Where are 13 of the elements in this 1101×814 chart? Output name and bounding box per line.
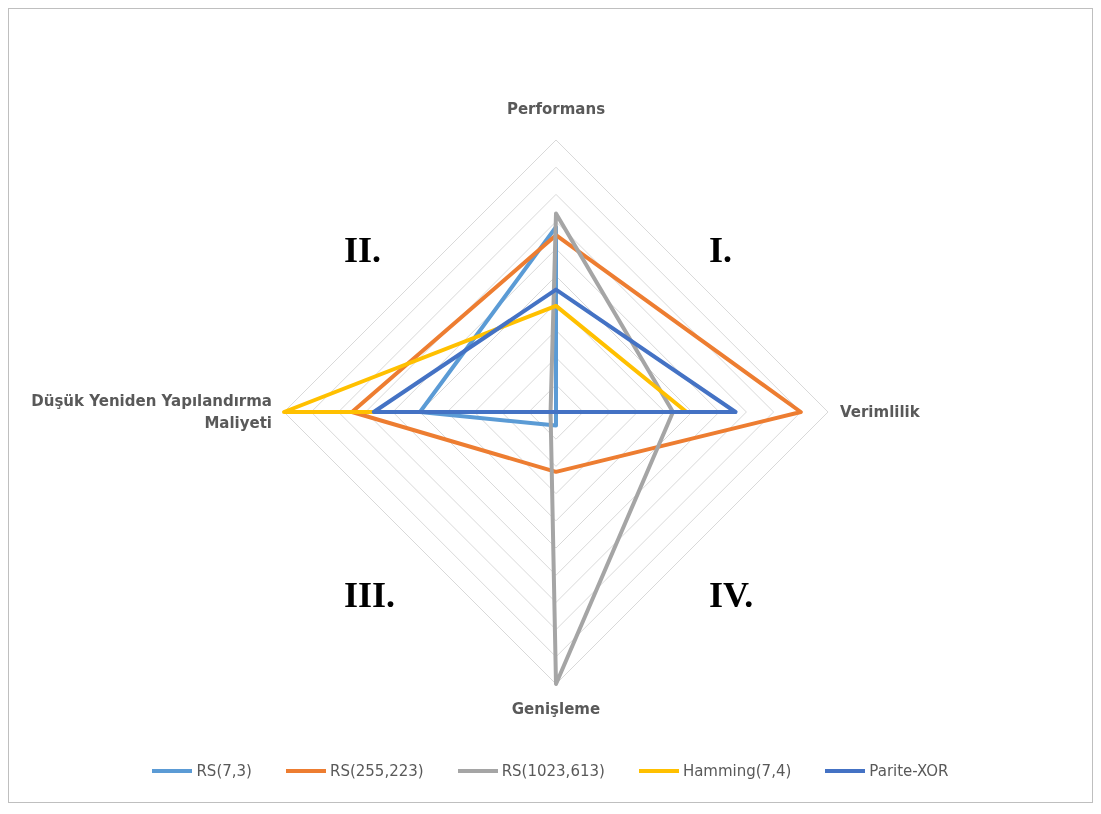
text: IV. <box>709 574 754 616</box>
spoke-label: Performans <box>506 100 606 118</box>
legend-label: RS(7,3) <box>196 762 252 780</box>
legend-label: RS(1023,613) <box>501 762 605 780</box>
text: II. <box>344 229 382 271</box>
legend-label: Hamming(7,4) <box>682 762 792 780</box>
spoke-label: Düşük Yeniden Yapılandırma Maliyeti <box>31 392 272 432</box>
text: III. <box>344 574 396 616</box>
spoke-label: Verimlilik <box>840 403 921 421</box>
text: I. <box>709 229 733 271</box>
legend-label: RS(255,223) <box>329 762 424 780</box>
spoke-label: Genişleme <box>511 700 601 718</box>
legend-label: Parite-XOR <box>869 762 949 780</box>
